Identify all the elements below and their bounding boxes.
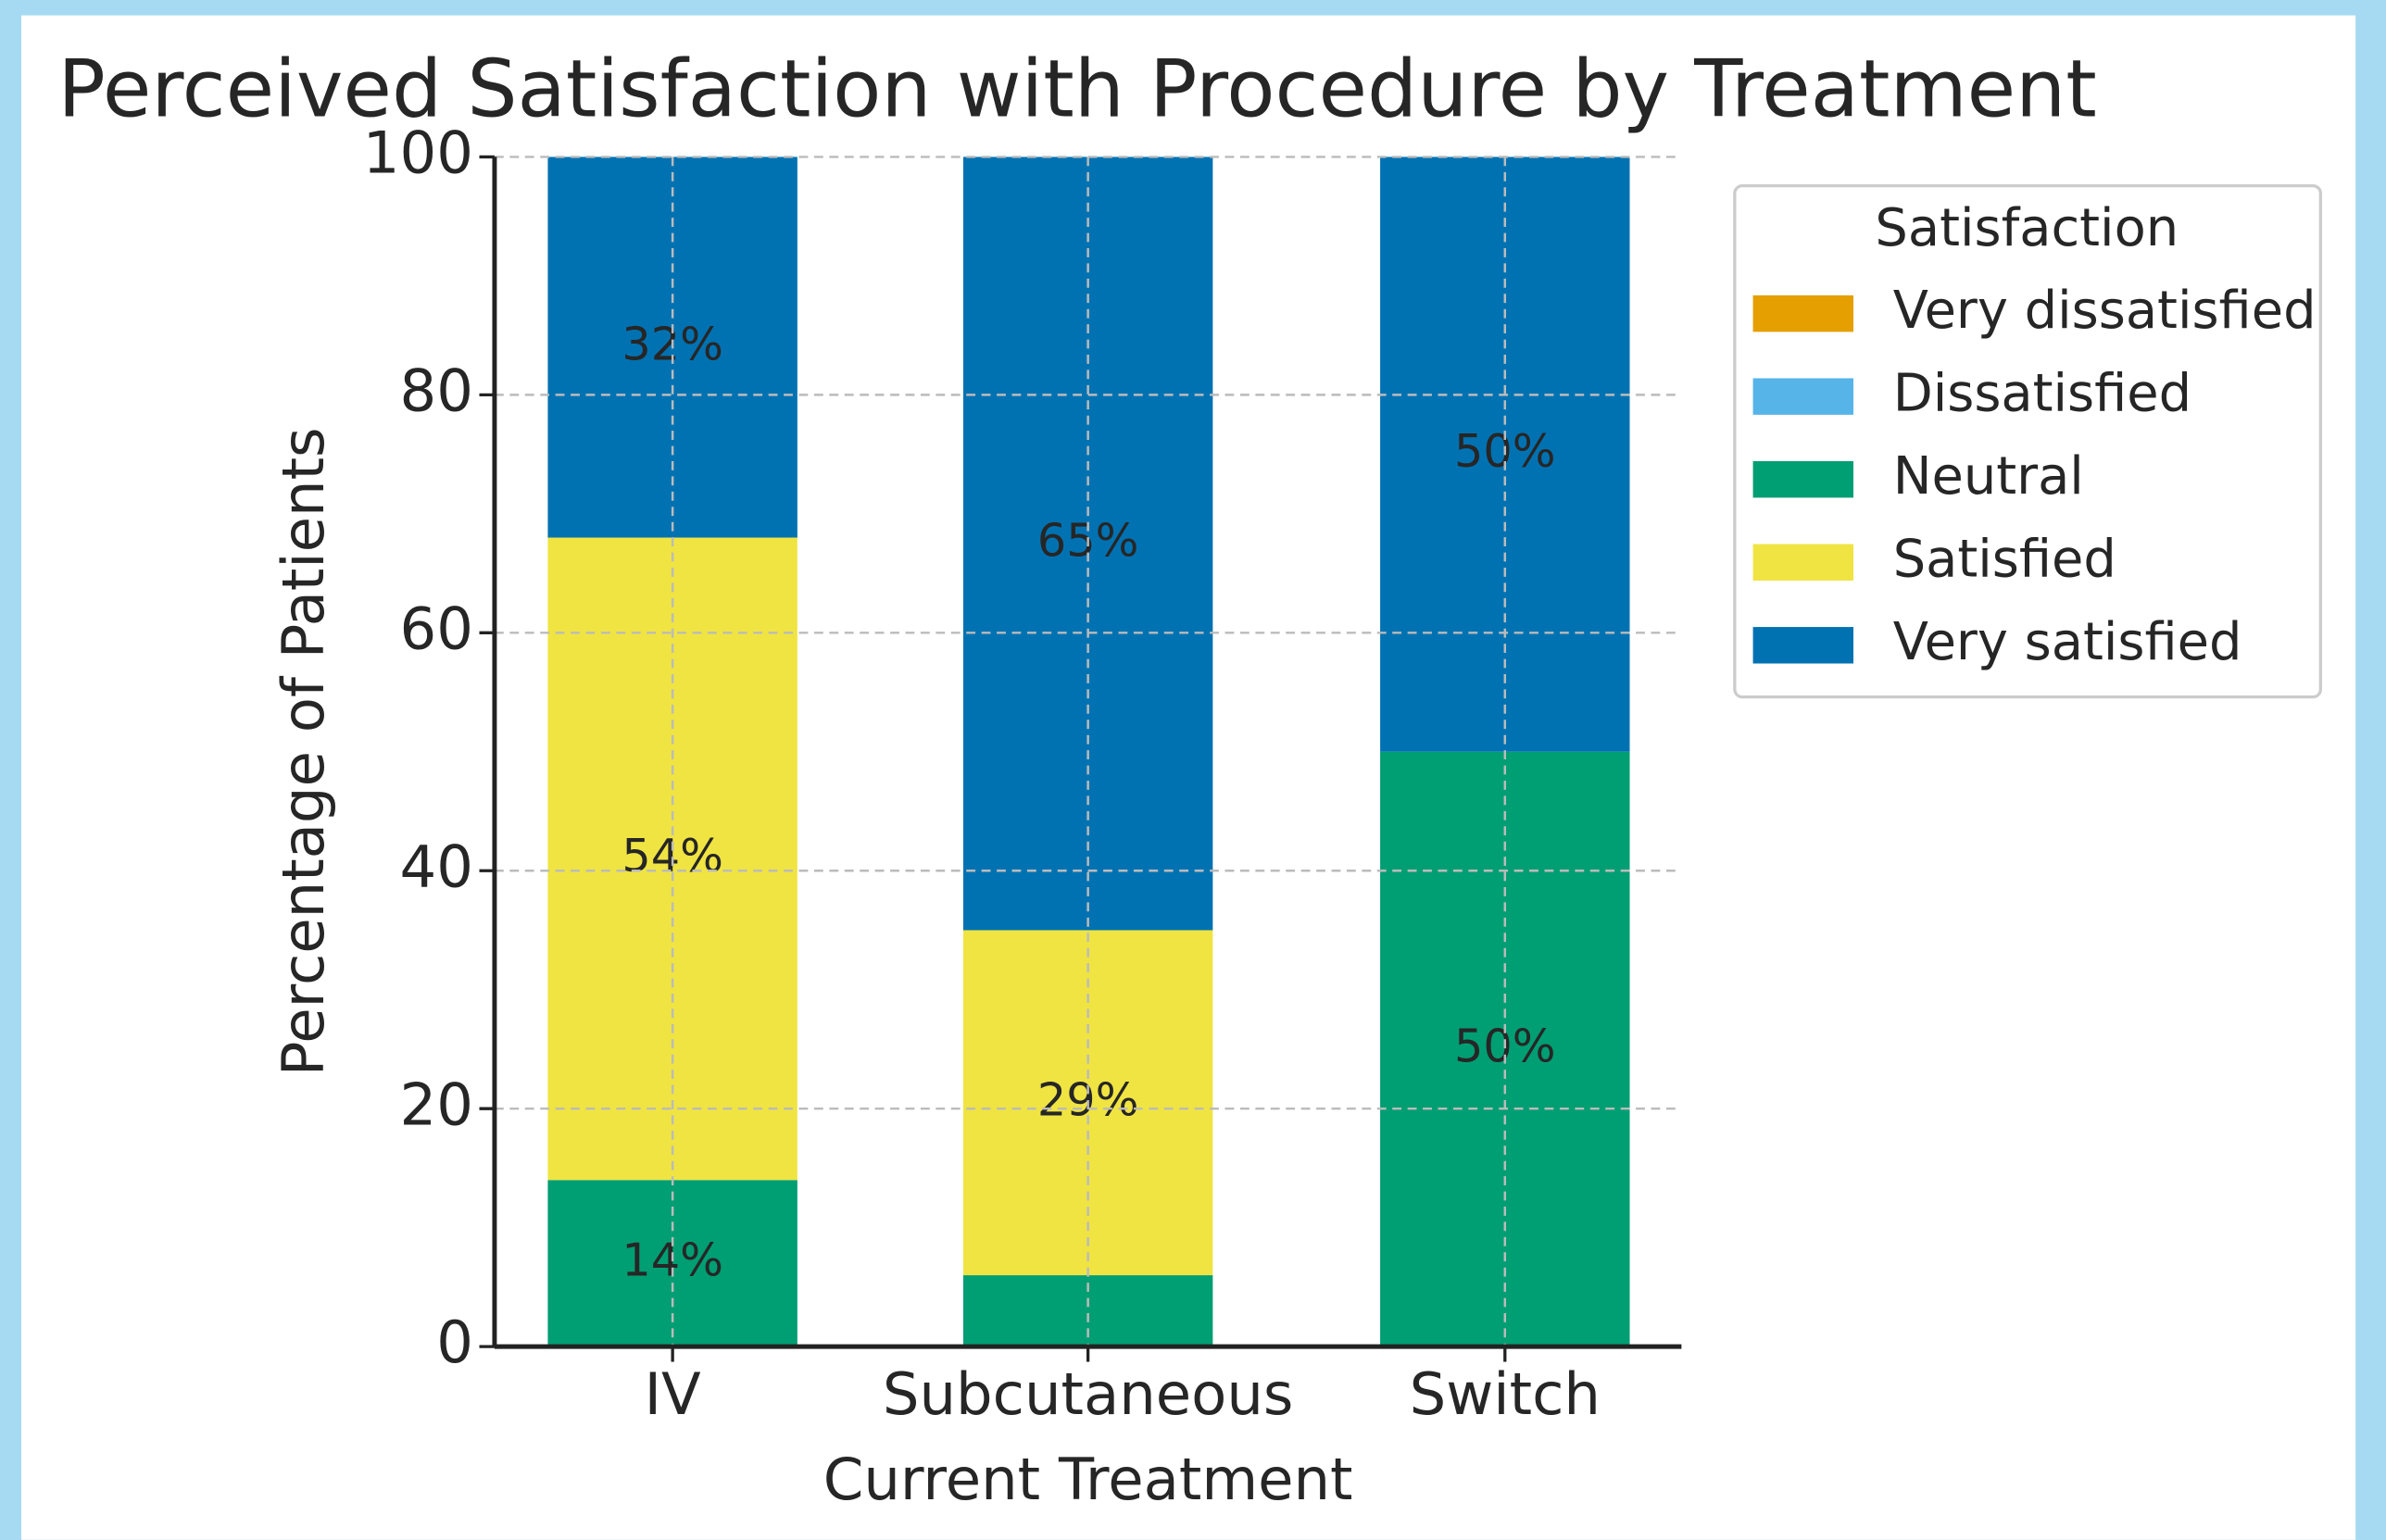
x-tick-label: Subcutaneous bbox=[883, 1360, 1294, 1428]
legend-label: Neutral bbox=[1893, 446, 2084, 507]
bar-segment bbox=[1380, 751, 1630, 1347]
legend-label: Very dissatisfied bbox=[1893, 281, 2317, 341]
legend-label: Satisfied bbox=[1893, 529, 2116, 589]
legend-title: Satisfaction bbox=[1875, 198, 2179, 258]
legend-swatch bbox=[1752, 461, 1853, 498]
legend-box bbox=[1733, 183, 2322, 699]
y-tick-label: 100 bbox=[363, 119, 473, 187]
y-tick-label: 40 bbox=[400, 833, 473, 900]
legend-swatch bbox=[1752, 294, 1853, 332]
legend-swatch bbox=[1752, 627, 1853, 664]
y-tick-label: 60 bbox=[400, 595, 473, 662]
x-tick-label: IV bbox=[645, 1360, 701, 1428]
legend-swatch bbox=[1752, 378, 1853, 415]
x-tick-label: Switch bbox=[1410, 1360, 1601, 1428]
legend-swatch bbox=[1752, 544, 1853, 581]
x-axis-label: Current Treatment bbox=[823, 1446, 1353, 1513]
y-tick-label: 80 bbox=[400, 357, 473, 424]
legend-label: Dissatisfied bbox=[1893, 363, 2191, 423]
chart-title: Perceived Satisfaction with Procedure by… bbox=[57, 44, 2096, 136]
legend-label: Very satisfied bbox=[1893, 612, 2242, 672]
y-tick-label: 20 bbox=[400, 1070, 473, 1138]
y-tick-label: 0 bbox=[436, 1308, 473, 1376]
y-axis-label: Percentage of Patients bbox=[270, 427, 337, 1076]
